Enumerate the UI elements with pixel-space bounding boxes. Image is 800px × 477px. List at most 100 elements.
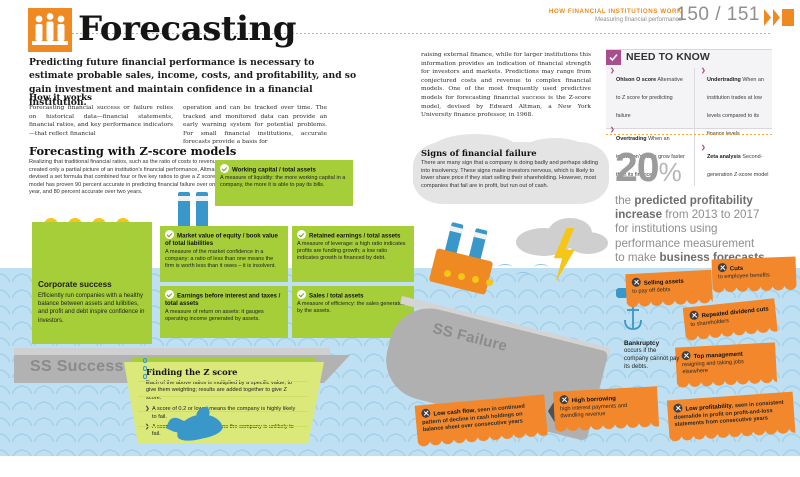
stat-block: 20% the predicted profitability increase…	[615, 147, 793, 265]
stat-line2a: increase	[615, 208, 663, 222]
check-icon	[220, 164, 229, 173]
failure-flag-cuts: Cuts to employee benefits	[711, 256, 797, 289]
failure-flag-selling-assets: Selling assets to pay off debts	[625, 269, 713, 304]
flag-title-text: Selling assets	[643, 278, 684, 287]
header-kicker: HOW FINANCIAL INSTITUTIONS WORK	[548, 8, 682, 15]
ratio-text: A measure of the market confidence in a …	[165, 248, 276, 269]
ntk-term: Overtrading	[616, 136, 647, 142]
finding-z-bullet: ❯ A score of 0.2 or lower means the compa…	[145, 406, 298, 421]
corporate-success-text-block: Corporate success Efficiently run compan…	[38, 280, 148, 325]
bankruptcy-title: Bankruptcy	[624, 340, 660, 347]
finding-z-bullet-text: A score of 0.3 or higher means the compa…	[152, 424, 294, 438]
ntk-term: Zeta analysis	[707, 154, 741, 160]
ratio-title-text: Working capital / total assets	[232, 166, 316, 174]
bird-icon	[498, 264, 512, 270]
ratio-card-market-value: Market value of equity / book value of t…	[160, 226, 288, 282]
signs-of-failure-heading: Signs of financial failure	[421, 148, 537, 158]
ntk-term: Ohlson O score	[616, 77, 657, 83]
storm-cloud-icon	[568, 232, 608, 254]
ratio-text: A measure of efficiency: the sales gener…	[297, 301, 406, 315]
finding-z-bullet: ❯ A score of 0.3 or higher means the comp…	[145, 424, 298, 439]
chain-link-icon	[143, 374, 147, 379]
ratio-title-text: Retained earnings / total assets	[309, 232, 401, 240]
ratio-card-retained-earnings: Retained earnings / total assets A measu…	[292, 226, 414, 282]
standfirst: Predicting future financial performance …	[29, 57, 357, 109]
arrow-icon: ❯	[145, 406, 150, 413]
porthole-icon	[444, 270, 451, 277]
finding-z-score-panel: Finding the Z score Each of the above ra…	[124, 362, 324, 444]
finding-z-text: Each of the above ratios is multiplied b…	[146, 380, 293, 401]
x-icon	[631, 277, 641, 287]
header-subtitle: Measuring financial performance	[594, 17, 682, 23]
ratio-title: Sales / total assets	[297, 290, 409, 300]
need-to-know-item: ❯ Overtrading When an institution's sale…	[610, 127, 686, 181]
bankruptcy-note: Bankruptcy occurs if the company cannot …	[624, 340, 682, 371]
funnel-icon	[196, 192, 208, 228]
cloud-shape	[413, 142, 609, 204]
arrow-icon: ❯	[701, 145, 706, 151]
header-divider	[28, 33, 772, 34]
stat-line3: for institutions using	[615, 222, 718, 236]
flag-text: , seen in continued pattern of decline i…	[421, 403, 526, 434]
flag-text: to employee benefits	[718, 272, 770, 281]
ntk-def: Alternative to Z score for predicting fa…	[616, 77, 683, 119]
how-it-works-heading: How it works	[29, 93, 92, 103]
page-numbers: 150 / 151	[676, 4, 760, 25]
porthole-icon	[458, 273, 465, 280]
funnel-icon	[178, 192, 190, 228]
stat-line1a: the	[615, 194, 632, 207]
need-to-know-box: NEED TO KNOW ❯ Ohlson O score Alternativ…	[606, 49, 772, 186]
stat-line4: performance measurement	[615, 236, 755, 250]
corporate-success-title: Corporate success	[38, 280, 112, 289]
x-icon	[681, 350, 691, 361]
chain-link-icon	[143, 366, 147, 371]
x-icon	[673, 403, 683, 413]
page-header: HOW FINANCIAL INSTITUTIONS WORK Measurin…	[0, 0, 800, 36]
ntk-term: Undertrading	[707, 77, 741, 83]
finding-z-bullet-text: A score of 0.2 or lower means the compan…	[152, 406, 296, 420]
ratio-title: Earnings before interest and taxes / tot…	[165, 290, 283, 308]
ntk-def: When an institution trades at low levels…	[707, 77, 764, 137]
check-icon	[606, 50, 621, 65]
check-icon	[165, 290, 174, 299]
x-icon	[420, 408, 431, 419]
zscore-heading: Forecasting with Z-score models	[29, 144, 237, 158]
ratio-title-text: Market value of equity / book value of t…	[165, 232, 278, 248]
ratio-text: A measure of leverage: a high ratio indi…	[297, 241, 406, 262]
need-to-know-column-left: ❯ Ohlson O score Alternative to Z score …	[610, 68, 686, 186]
zscore-intro: Realizing that traditional financial rat…	[29, 159, 228, 196]
zscore-box-top-edge	[132, 357, 316, 363]
stat-line2b: from 2013 to 2017	[665, 208, 760, 222]
success-ship-deck	[14, 348, 330, 356]
arrow-icon: ❯	[701, 68, 706, 74]
ratio-title: Retained earnings / total assets	[297, 230, 409, 240]
ratio-card-ebit: Earnings before interest and taxes / tot…	[160, 286, 288, 338]
ratio-text: A measure of liquidity: the more working…	[220, 175, 346, 189]
success-ship-name: SS Success	[30, 358, 124, 375]
stat-caption: the predicted profitability increase fro…	[615, 194, 793, 265]
ratio-title-text: Sales / total assets	[309, 292, 364, 300]
corporate-success-text: Efficiently run companies with a healthy…	[38, 293, 145, 324]
ratio-title-text: Earnings before interest and taxes / tot…	[165, 292, 281, 308]
bird-icon	[534, 264, 548, 270]
page-title: Forecasting	[78, 9, 297, 49]
chain-link-icon	[143, 358, 147, 363]
ratio-title: Working capital / total assets	[220, 164, 348, 174]
stat-line1b: predicted profitability	[634, 194, 753, 207]
flag-title: Low cash flow, seen in continued pattern…	[420, 399, 541, 435]
need-to-know-item: ❯ Zeta analysis Second-generation Z-scor…	[701, 145, 774, 181]
flag-title-text: Cuts	[729, 265, 744, 273]
how-it-works-col2: operation and can be tracked over time. …	[183, 105, 327, 146]
buoy-icon	[616, 288, 628, 298]
x-icon	[717, 262, 727, 273]
people-group-icon	[28, 8, 72, 52]
flag-title: Low profitability, seen in consistent do…	[673, 396, 789, 430]
percent-sign: %	[658, 157, 682, 187]
check-icon	[165, 230, 174, 239]
corporate-success-panel	[32, 222, 152, 344]
chevron-right-icon	[764, 9, 794, 26]
ntk-def: When an institution's sales grow faster …	[616, 136, 685, 178]
stat-value: 20	[615, 144, 660, 190]
porthole-icon	[472, 276, 479, 283]
